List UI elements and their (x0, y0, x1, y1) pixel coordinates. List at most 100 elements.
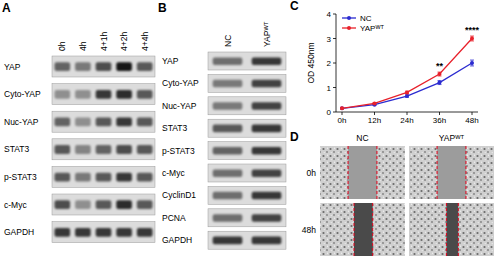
legend-marker (347, 26, 351, 30)
significance: ** (436, 61, 444, 71)
x-tick (439, 112, 440, 115)
band (252, 102, 282, 110)
plot-marks (340, 36, 474, 110)
band (54, 200, 70, 209)
x-tick-label: 24h (400, 116, 413, 125)
y-tick-label: 3 (327, 35, 332, 44)
row-label: STAT3 (4, 144, 29, 154)
band (116, 145, 132, 154)
x-tick (472, 112, 473, 115)
band (75, 173, 91, 182)
lane-label: NC (223, 35, 233, 47)
lane-label: 0h (57, 41, 67, 51)
panel-label: D (290, 130, 299, 144)
band (96, 62, 112, 71)
blot-strip (208, 119, 286, 137)
wound-image (409, 146, 494, 199)
row-label: CyclinD1 (162, 190, 196, 200)
row-label: YAP (4, 62, 21, 72)
blot-strip (208, 209, 286, 227)
row-label: STAT3 (162, 123, 187, 133)
wound-edge (458, 203, 459, 256)
row-label: GAPDH (4, 227, 34, 237)
wound-image (409, 203, 494, 256)
line-chart: 012340h12h24h36h48hOD 450nm******NCYAPᵂᵀ (306, 10, 479, 125)
blot-strip (208, 164, 286, 182)
band (213, 169, 243, 177)
error-bar (470, 60, 474, 66)
band (96, 90, 112, 99)
band (54, 62, 70, 71)
band (213, 57, 243, 65)
row-label: GAPDH (162, 235, 192, 245)
band (137, 173, 153, 182)
lane-label: 4+4h (140, 32, 150, 51)
wound-edge (446, 203, 447, 256)
marker (340, 106, 344, 110)
blot-strip (208, 142, 286, 160)
y-tick (333, 38, 336, 39)
blot-panel: 0h4h4+1h4+2h4+4hYAPCyto-YAPNuc-YAPSTAT3p… (4, 32, 155, 243)
blot-panel: NCYAPᵂᵀYAPCyto-YAPNuc-YAPSTAT3p-STAT3c-M… (162, 21, 286, 249)
blot-strip (52, 222, 155, 243)
y-tick (333, 63, 336, 64)
band (252, 192, 282, 200)
row-label: p-STAT3 (162, 146, 195, 156)
lane-label: YAPᵂᵀ (262, 21, 272, 47)
lane-label: 4+1h (99, 32, 109, 51)
band (137, 200, 153, 209)
band (252, 237, 282, 245)
band (116, 200, 132, 209)
band (137, 62, 153, 71)
band (252, 169, 282, 177)
column-label: YAPᵂᵀ (439, 133, 465, 143)
wound-edge (437, 146, 438, 199)
band (252, 57, 282, 65)
wound-gap (446, 203, 458, 256)
wound-image (320, 203, 405, 256)
band (75, 145, 91, 154)
blot-strip (208, 231, 286, 249)
blot-strip (52, 194, 155, 215)
y-tick-label: 4 (327, 10, 332, 19)
marker (470, 61, 474, 65)
x-tick-label: 0h (338, 116, 347, 125)
series-line (342, 63, 472, 108)
band (96, 118, 112, 127)
blot-strip (208, 52, 286, 70)
row-label: p-STAT3 (4, 172, 37, 182)
band (116, 228, 132, 237)
band (213, 237, 243, 245)
row-label: 0h (307, 168, 317, 178)
blot-strip (52, 166, 155, 187)
blot-strip (208, 97, 286, 115)
band (54, 173, 70, 182)
y-tick-label: 1 (327, 84, 332, 93)
band (96, 145, 112, 154)
band (213, 192, 243, 200)
legend-label: YAPᵂᵀ (360, 24, 384, 33)
marker (470, 37, 474, 41)
y-tick (333, 14, 336, 15)
panel-label: B (158, 1, 167, 15)
row-label: Cyto-YAP (162, 78, 199, 88)
blot-strip (52, 84, 155, 105)
error-bar (405, 91, 409, 93)
band (96, 173, 112, 182)
blot-strip (208, 74, 286, 92)
band (137, 145, 153, 154)
row-label: c-Myc (162, 168, 185, 178)
band (252, 125, 282, 133)
x-tick-label: 48h (465, 116, 478, 125)
row-label: c-Myc (4, 200, 27, 210)
marker (405, 90, 409, 94)
legend-label: NC (360, 14, 372, 23)
series-line (342, 39, 472, 109)
band (213, 214, 243, 222)
panel-label: A (2, 1, 11, 15)
wound-edge (465, 146, 466, 199)
x-tick-label: 36h (433, 116, 446, 125)
error-bar (438, 72, 442, 76)
wound-edge (376, 146, 377, 199)
wound-panel: NCYAPᵂᵀ0h48h (302, 133, 494, 256)
